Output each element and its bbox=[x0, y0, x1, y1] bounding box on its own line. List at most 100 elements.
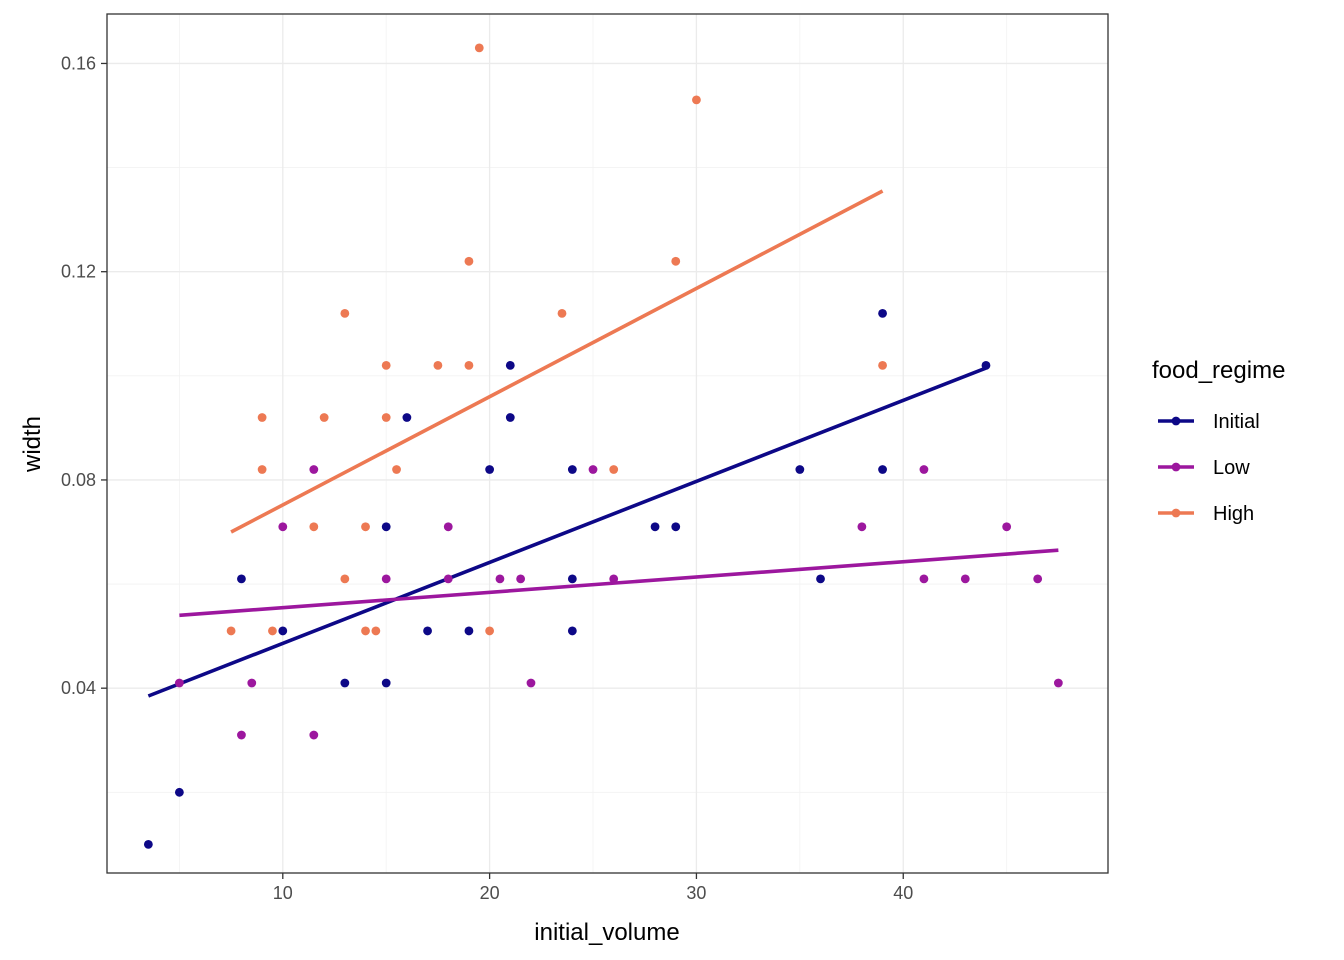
data-point-high bbox=[361, 626, 370, 636]
data-point-low bbox=[1002, 522, 1012, 532]
grid-lines bbox=[107, 14, 1108, 873]
data-point-low bbox=[960, 574, 970, 584]
data-point-initial bbox=[464, 626, 474, 636]
data-point-low bbox=[309, 465, 319, 474]
data-point-high bbox=[268, 626, 277, 636]
data-point-low bbox=[443, 522, 453, 532]
data-point-high bbox=[609, 465, 619, 474]
data-point-high bbox=[226, 626, 236, 636]
y-tick-label: 0.16 bbox=[61, 53, 96, 73]
x-tick-label: 40 bbox=[893, 883, 913, 903]
data-point-initial bbox=[485, 465, 495, 474]
data-point-high bbox=[671, 256, 681, 266]
trend-line-initial bbox=[147, 366, 987, 698]
data-point-low bbox=[443, 574, 453, 584]
data-point-high bbox=[257, 413, 267, 422]
data-point-low bbox=[516, 574, 526, 584]
data-point-low bbox=[857, 522, 867, 532]
data-point-initial bbox=[237, 574, 246, 584]
y-tick-label: 0.04 bbox=[61, 678, 96, 698]
data-point-initial bbox=[174, 787, 184, 797]
data-point-initial bbox=[795, 465, 805, 474]
data-point-initial bbox=[671, 522, 681, 532]
data-point-initial bbox=[650, 522, 660, 532]
data-point-high bbox=[433, 361, 443, 370]
legend-key-point bbox=[1171, 462, 1181, 472]
x-axis-title: initial_volume bbox=[534, 919, 679, 946]
axes: 10 20 30 40 0.04 0.08 0.12 0.16 bbox=[61, 53, 913, 903]
plot-border bbox=[106, 13, 1109, 874]
data-point-initial bbox=[381, 522, 391, 532]
data-point-high bbox=[464, 361, 474, 370]
data-point-high bbox=[257, 465, 267, 474]
data-point-low bbox=[174, 678, 184, 688]
data-point-initial bbox=[381, 678, 391, 688]
trend-line-high bbox=[230, 189, 884, 534]
data-point-initial bbox=[505, 413, 515, 422]
data-point-low bbox=[381, 574, 391, 584]
legend-item-initial: Initial bbox=[1158, 411, 1260, 433]
y-tick-label: 0.08 bbox=[61, 470, 96, 490]
data-point-initial bbox=[143, 839, 153, 849]
x-tick-label: 30 bbox=[686, 883, 706, 903]
data-point-high bbox=[557, 308, 567, 318]
trend-lines bbox=[147, 189, 1059, 698]
data-point-low bbox=[237, 730, 246, 740]
data-point-low bbox=[609, 574, 619, 584]
data-point-initial bbox=[816, 574, 825, 584]
legend-key-point bbox=[1171, 508, 1181, 518]
data-point-low bbox=[588, 465, 598, 474]
data-point-low bbox=[1033, 574, 1043, 584]
legend-item-low: Low bbox=[1158, 457, 1250, 479]
data-point-low bbox=[495, 574, 505, 584]
data-point-initial bbox=[567, 626, 577, 636]
data-point-initial bbox=[567, 465, 577, 474]
data-point-initial bbox=[567, 574, 577, 584]
legend-label: High bbox=[1213, 503, 1254, 525]
data-point-high bbox=[485, 626, 495, 636]
data-point-initial bbox=[278, 626, 288, 636]
data-point-initial bbox=[981, 361, 991, 370]
data-point-high bbox=[319, 413, 329, 422]
data-point-low bbox=[919, 574, 929, 584]
data-point-initial bbox=[878, 465, 887, 474]
x-tick-label: 20 bbox=[480, 883, 500, 903]
y-axis-title: width bbox=[19, 416, 46, 473]
data-point-initial bbox=[340, 678, 350, 688]
data-point-high bbox=[381, 361, 391, 370]
data-points bbox=[143, 43, 1063, 849]
data-point-low bbox=[247, 678, 257, 688]
data-point-high bbox=[361, 522, 370, 532]
data-point-low bbox=[526, 678, 536, 688]
data-point-high bbox=[878, 361, 887, 370]
legend-items: Initial Low High bbox=[1158, 411, 1260, 525]
data-point-high bbox=[309, 522, 319, 532]
data-point-high bbox=[464, 256, 474, 266]
data-point-high bbox=[381, 413, 391, 422]
data-point-initial bbox=[402, 413, 412, 422]
data-point-initial bbox=[423, 626, 432, 636]
data-point-high bbox=[371, 626, 381, 636]
data-point-low bbox=[1053, 678, 1063, 688]
data-point-initial bbox=[505, 361, 515, 370]
trend-line-low bbox=[179, 548, 1059, 618]
data-point-high bbox=[474, 43, 484, 53]
data-point-high bbox=[340, 308, 350, 318]
y-tick-label: 0.12 bbox=[61, 262, 96, 282]
legend-label: Initial bbox=[1213, 411, 1260, 433]
data-point-low bbox=[278, 522, 288, 532]
legend: food_regime Initial Low High bbox=[1152, 357, 1285, 525]
x-tick-label: 10 bbox=[273, 883, 293, 903]
plot-background bbox=[107, 14, 1108, 873]
data-point-low bbox=[309, 730, 319, 740]
data-point-high bbox=[392, 465, 401, 474]
legend-key-point bbox=[1171, 416, 1181, 426]
data-point-high bbox=[692, 95, 701, 105]
data-point-low bbox=[919, 465, 929, 474]
legend-item-high: High bbox=[1158, 503, 1254, 525]
legend-label: Low bbox=[1213, 457, 1250, 479]
data-point-initial bbox=[878, 308, 887, 318]
data-point-high bbox=[340, 574, 350, 584]
legend-title: food_regime bbox=[1152, 357, 1285, 384]
